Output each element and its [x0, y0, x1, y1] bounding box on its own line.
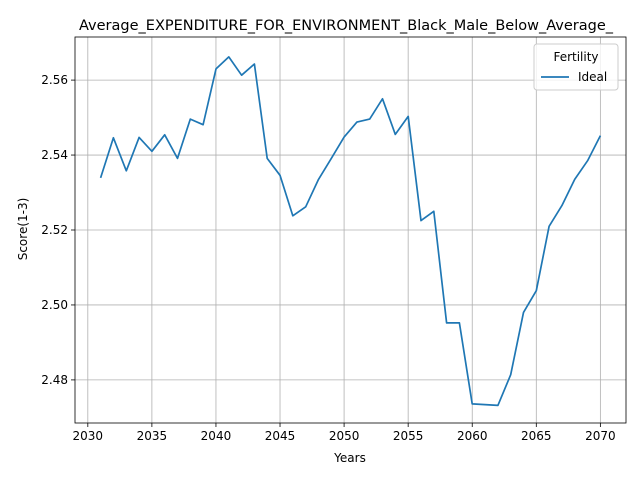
x-tick-label: 2040: [201, 429, 232, 443]
x-tick-label: 2045: [265, 429, 296, 443]
x-axis-label: Years: [333, 451, 366, 465]
x-axis: 2030 2035 2040 2045 2050 2055 2060 2065 2070: [73, 423, 616, 443]
y-tick-label: 2.54: [41, 148, 68, 162]
y-axis-label: Score(1-3): [16, 198, 30, 261]
y-tick-label: 2.50: [41, 298, 68, 312]
y-tick-label: 2.52: [41, 223, 68, 237]
x-tick-label: 2035: [137, 429, 168, 443]
y-axis: 2.48 2.50 2.52 2.54 2.56: [41, 73, 75, 387]
series-line-ideal: [99, 56, 602, 407]
x-tick-label: 2030: [73, 429, 104, 443]
grid-lines: [75, 37, 626, 423]
legend: Fertility Ideal: [533, 43, 619, 91]
legend-label-ideal: Ideal: [578, 70, 607, 84]
x-tick-label: 2050: [329, 429, 360, 443]
y-tick-label: 2.56: [41, 73, 68, 87]
chart-title: Average_EXPENDITURE_FOR_ENVIRONMENT_Blac…: [79, 18, 614, 34]
legend-box: [533, 43, 619, 91]
legend-title: Fertility: [553, 50, 598, 64]
x-tick-label: 2070: [585, 429, 616, 443]
x-tick-label: 2055: [393, 429, 424, 443]
x-tick-label: 2060: [457, 429, 488, 443]
series-layer: [99, 56, 602, 407]
y-tick-label: 2.48: [41, 373, 68, 387]
x-tick-label: 2065: [521, 429, 552, 443]
